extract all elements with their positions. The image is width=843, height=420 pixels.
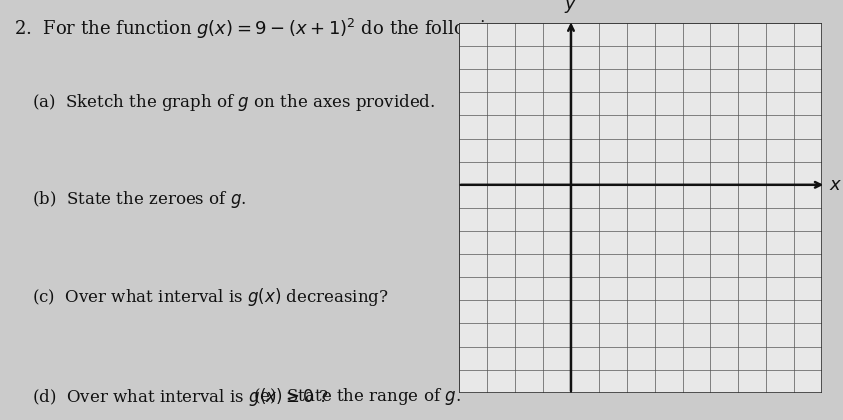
Text: (d)  Over what interval is $g(x)\geq 0$ ?: (d) Over what interval is $g(x)\geq 0$ ? <box>32 386 329 408</box>
Text: 2.  For the function $g(x)=9-(x+1)^2$ do the following.: 2. For the function $g(x)=9-(x+1)^2$ do … <box>13 17 514 41</box>
Text: $y$: $y$ <box>564 0 577 15</box>
Text: (e)  State the range of $g$.: (e) State the range of $g$. <box>253 386 460 407</box>
Text: (b)  State the zeroes of $g$.: (b) State the zeroes of $g$. <box>32 189 247 210</box>
Text: $x$: $x$ <box>829 176 842 194</box>
Text: (a)  Sketch the graph of $g$ on the axes provided.: (a) Sketch the graph of $g$ on the axes … <box>32 92 436 113</box>
Text: (c)  Over what interval is $g(x)$ decreasing?: (c) Over what interval is $g(x)$ decreas… <box>32 286 389 307</box>
